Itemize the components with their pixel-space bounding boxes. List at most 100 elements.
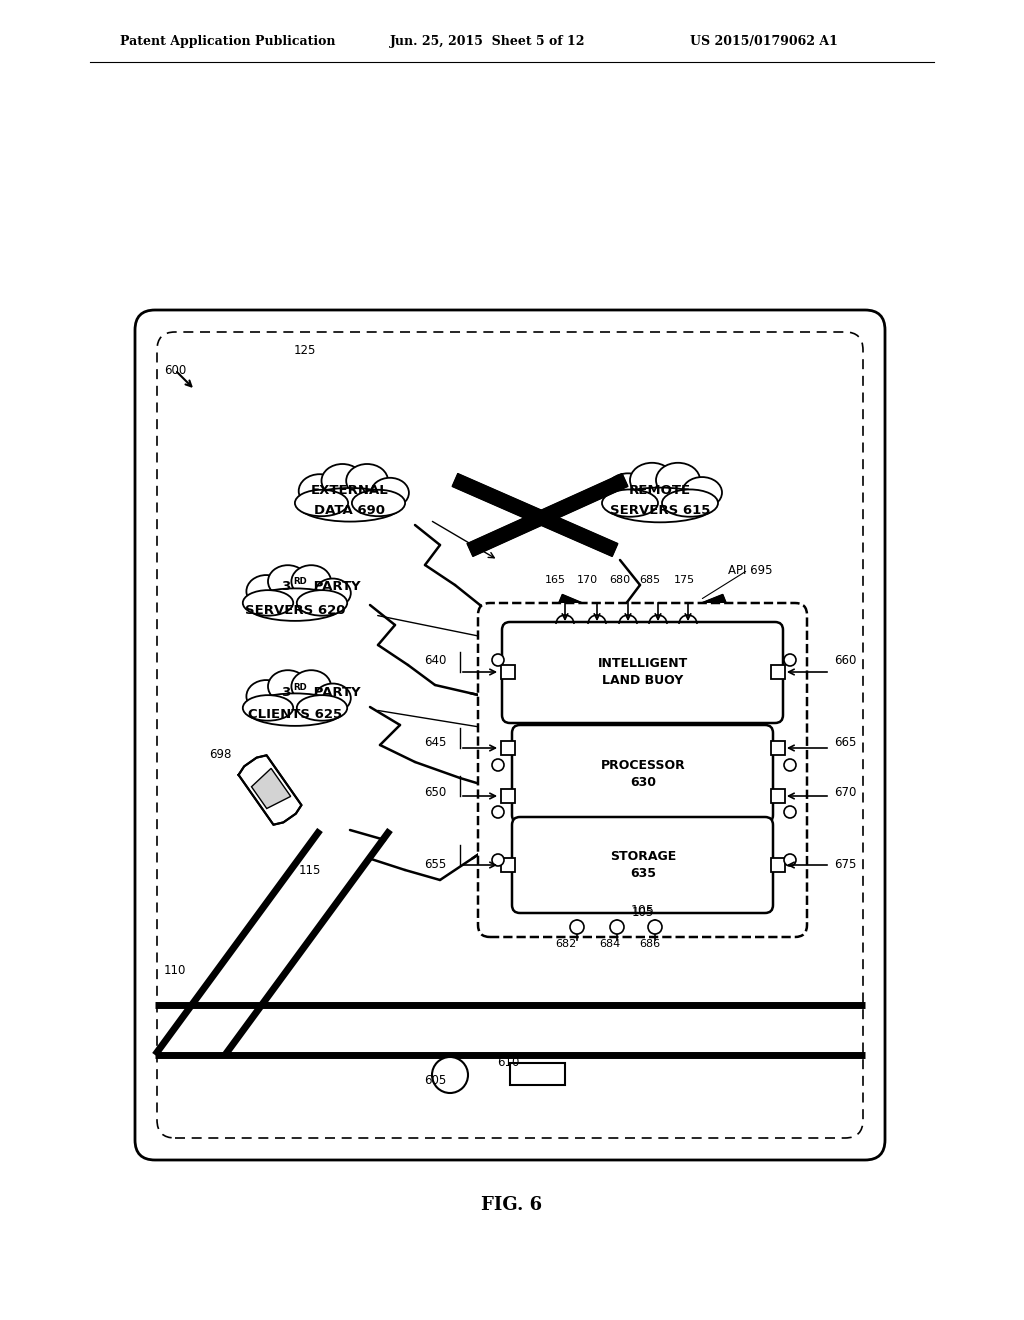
Text: SERVERS 620: SERVERS 620 (245, 603, 345, 616)
Ellipse shape (247, 576, 286, 607)
Ellipse shape (371, 478, 409, 508)
Polygon shape (558, 594, 718, 671)
Text: EXTERNAL: EXTERNAL (311, 483, 389, 496)
Ellipse shape (298, 488, 402, 521)
Circle shape (784, 759, 796, 771)
Polygon shape (239, 755, 301, 825)
FancyBboxPatch shape (512, 817, 773, 913)
Text: INTELLIGENT
LAND BUOY: INTELLIGENT LAND BUOY (598, 657, 688, 686)
Text: CLIENTS 625: CLIENTS 625 (248, 709, 342, 722)
Text: RD: RD (293, 578, 307, 586)
FancyBboxPatch shape (512, 725, 773, 822)
Ellipse shape (292, 565, 331, 598)
Ellipse shape (299, 474, 341, 508)
Circle shape (492, 653, 504, 667)
Text: RD: RD (293, 682, 307, 692)
Ellipse shape (682, 477, 722, 508)
Circle shape (492, 807, 504, 818)
Ellipse shape (314, 684, 351, 713)
Circle shape (784, 854, 796, 866)
Text: DATA 690: DATA 690 (314, 503, 385, 516)
Text: 682: 682 (555, 939, 577, 949)
Text: 670: 670 (834, 785, 856, 799)
Text: 105: 105 (632, 906, 654, 919)
Ellipse shape (268, 671, 307, 702)
Circle shape (570, 920, 584, 935)
Text: 680: 680 (609, 576, 631, 585)
Text: PARTY: PARTY (309, 581, 360, 594)
Ellipse shape (630, 463, 674, 498)
Ellipse shape (314, 578, 351, 607)
Polygon shape (572, 594, 727, 665)
Text: 110: 110 (164, 964, 186, 977)
FancyBboxPatch shape (478, 603, 807, 937)
Bar (771, 741, 785, 755)
Text: PROCESSOR
630: PROCESSOR 630 (601, 759, 685, 789)
Ellipse shape (246, 693, 344, 726)
Ellipse shape (605, 487, 715, 523)
Ellipse shape (295, 490, 348, 516)
Bar (771, 789, 785, 803)
Bar (771, 665, 785, 678)
Text: FIG. 6: FIG. 6 (481, 1196, 543, 1214)
Bar (510, 1063, 565, 1085)
Ellipse shape (268, 565, 307, 598)
Ellipse shape (346, 465, 388, 498)
Text: 610: 610 (497, 1056, 519, 1068)
Text: STORAGE
635: STORAGE 635 (610, 850, 676, 880)
FancyBboxPatch shape (502, 622, 783, 723)
Text: 650: 650 (424, 785, 446, 799)
Ellipse shape (247, 680, 286, 713)
Bar (501, 741, 515, 755)
Text: 684: 684 (599, 939, 621, 949)
Polygon shape (453, 474, 617, 557)
Text: 105: 105 (631, 903, 655, 916)
Circle shape (648, 920, 662, 935)
Text: REMOTE: REMOTE (629, 483, 691, 496)
Text: 660: 660 (834, 653, 856, 667)
Text: 3: 3 (281, 685, 290, 698)
Bar (771, 858, 785, 873)
Circle shape (610, 920, 624, 935)
Text: 645: 645 (424, 735, 446, 748)
Ellipse shape (662, 490, 718, 516)
Ellipse shape (606, 474, 650, 508)
Ellipse shape (297, 696, 347, 721)
Ellipse shape (292, 671, 331, 702)
Bar (501, 858, 515, 873)
Ellipse shape (243, 696, 293, 721)
Text: 640: 640 (424, 653, 446, 667)
Circle shape (492, 854, 504, 866)
Ellipse shape (352, 490, 406, 516)
Text: 665: 665 (834, 735, 856, 748)
Ellipse shape (602, 490, 658, 516)
Circle shape (784, 653, 796, 667)
Text: SERVERS 615: SERVERS 615 (610, 503, 711, 516)
Text: 605: 605 (424, 1073, 446, 1086)
Text: 115: 115 (299, 863, 322, 876)
Text: PARTY: PARTY (309, 685, 360, 698)
Text: 600: 600 (164, 363, 186, 376)
Text: 655: 655 (424, 858, 446, 870)
Polygon shape (467, 474, 628, 556)
Text: 165: 165 (545, 576, 565, 585)
Ellipse shape (656, 463, 700, 498)
Text: 675: 675 (834, 858, 856, 870)
Circle shape (784, 807, 796, 818)
Ellipse shape (322, 465, 364, 498)
Circle shape (432, 1057, 468, 1093)
Ellipse shape (246, 589, 344, 620)
Ellipse shape (243, 590, 293, 615)
Bar (501, 789, 515, 803)
Text: 685: 685 (639, 576, 660, 585)
Bar (501, 665, 515, 678)
Text: 698: 698 (209, 748, 231, 762)
Text: 170: 170 (577, 576, 598, 585)
FancyBboxPatch shape (135, 310, 885, 1160)
Text: 3: 3 (281, 581, 290, 594)
Text: API 695: API 695 (728, 564, 772, 577)
Ellipse shape (297, 590, 347, 615)
Polygon shape (252, 768, 291, 809)
Text: US 2015/0179062 A1: US 2015/0179062 A1 (690, 36, 838, 49)
Text: 125: 125 (294, 343, 316, 356)
